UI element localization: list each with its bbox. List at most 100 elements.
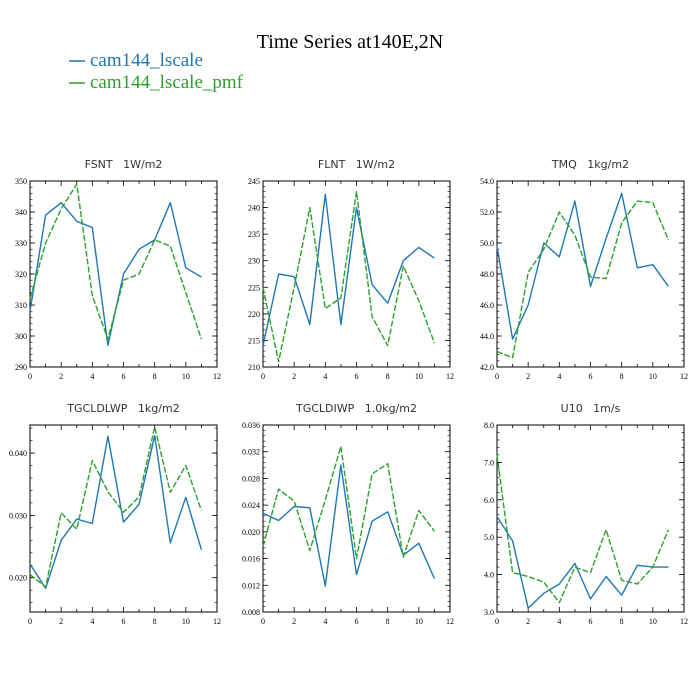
y-tick-label: 0.030 — [9, 511, 27, 520]
plot-frame — [262, 424, 451, 613]
x-tick-label: 8 — [386, 372, 390, 381]
y-tick-label: 220 — [248, 310, 260, 319]
y-tick-label: 50.0 — [480, 239, 494, 248]
x-tick-label: 0 — [261, 617, 265, 626]
x-tick-label: 12 — [446, 372, 454, 381]
x-tick-label: 0 — [495, 372, 499, 381]
y-tick-label: 0.032 — [242, 448, 260, 457]
y-tick-label: 290 — [15, 363, 27, 372]
panel: U10 1m/s 0 2 4 6 8 10 12 3.0 4.0 5.0 6.0 7.0 8.0 — [484, 402, 688, 626]
panel: TGCLDLWP 1kg/m2 0 2 4 6 8 10 12 0.020 0.030 0.040 — [9, 402, 221, 626]
series-line — [262, 193, 435, 346]
series-line — [262, 445, 435, 560]
x-tick-label: 12 — [680, 617, 688, 626]
x-tick-label: 10 — [649, 617, 657, 626]
y-tick-label: 0.024 — [242, 501, 260, 510]
x-tick-label: 0 — [495, 617, 499, 626]
x-tick-label: 8 — [386, 617, 390, 626]
panel-title: FLNT 1W/m2 — [318, 158, 395, 171]
y-tick-label: 225 — [248, 283, 260, 292]
y-tick-label: 0.016 — [242, 555, 260, 564]
y-tick-label: 7.0 — [484, 458, 494, 467]
x-tick-label: 8 — [620, 617, 624, 626]
plot-frame — [496, 424, 685, 613]
x-tick-label: 0 — [28, 617, 32, 626]
panel-title: TMQ 1kg/m2 — [551, 158, 629, 171]
figure-title: Time Series at140E,2N — [257, 31, 443, 53]
panel-title: FSNT 1W/m2 — [85, 158, 163, 171]
panel: FLNT 1W/m2 0 2 4 6 8 10 12 210 215 220 225 230 235 240… — [248, 158, 454, 381]
series-line — [262, 190, 436, 363]
x-tick-label: 6 — [355, 372, 359, 381]
x-tick-label: 10 — [182, 617, 190, 626]
y-tick-label: 0.008 — [242, 608, 260, 617]
y-tick-label: 320 — [15, 270, 27, 279]
y-tick-label: 0.020 — [242, 528, 260, 537]
panel-title: U10 1m/s — [561, 402, 621, 415]
x-tick-label: 4 — [323, 372, 327, 381]
x-tick-label: 8 — [620, 372, 624, 381]
x-tick-label: 4 — [557, 372, 561, 381]
y-tick-label: 215 — [248, 336, 260, 345]
panel-title: TGCLDIWP 1.0kg/m2 — [295, 402, 417, 415]
x-tick-label: 4 — [557, 617, 561, 626]
panel-title: TGCLDLWP 1kg/m2 — [66, 402, 179, 415]
y-tick-label: 5.0 — [484, 533, 494, 542]
series-line — [496, 516, 669, 609]
y-tick-label: 245 — [248, 177, 260, 186]
x-tick-label: 10 — [182, 372, 190, 381]
x-tick-label: 2 — [526, 617, 530, 626]
y-tick-label: 340 — [15, 208, 27, 217]
y-tick-label: 44.0 — [480, 332, 494, 341]
x-tick-label: 12 — [446, 617, 454, 626]
x-tick-label: 6 — [122, 372, 126, 381]
y-tick-label: 42.0 — [480, 363, 494, 372]
y-tick-label: 230 — [248, 257, 260, 266]
x-tick-label: 0 — [261, 372, 265, 381]
y-tick-label: 235 — [248, 230, 260, 239]
series-line — [29, 183, 203, 340]
series-line — [262, 464, 436, 587]
y-tick-label: 0.028 — [242, 474, 260, 483]
series-line — [29, 426, 203, 588]
series-line — [29, 434, 203, 589]
x-tick-label: 0 — [28, 372, 32, 381]
x-tick-label: 12 — [213, 372, 221, 381]
y-tick-label: 6.0 — [484, 496, 494, 505]
x-tick-label: 4 — [90, 372, 94, 381]
x-tick-label: 12 — [213, 617, 221, 626]
x-tick-label: 2 — [292, 617, 296, 626]
y-tick-label: 48.0 — [480, 270, 494, 279]
x-tick-label: 10 — [415, 372, 423, 381]
x-tick-label: 10 — [415, 617, 423, 626]
y-tick-label: 210 — [248, 363, 260, 372]
y-tick-label: 0.012 — [242, 581, 260, 590]
x-tick-label: 6 — [589, 617, 593, 626]
x-tick-label: 8 — [153, 372, 157, 381]
legend-label: cam144_lscale_pmf — [90, 72, 244, 93]
x-tick-label: 10 — [649, 372, 657, 381]
x-tick-label: 4 — [323, 617, 327, 626]
y-tick-label: 300 — [15, 332, 27, 341]
plot-frame — [496, 180, 685, 368]
y-tick-label: 0.036 — [242, 421, 260, 430]
panel: TMQ 1kg/m2 0 2 4 6 8 10 12 42.0 44.0 46.0 48.0 50.0 5… — [480, 158, 688, 381]
y-tick-label: 350 — [15, 177, 27, 186]
legend-label: cam144_lscale — [90, 50, 203, 71]
y-tick-label: 3.0 — [484, 608, 494, 617]
panel: FSNT 1W/m2 0 2 4 6 8 10 12 290 300 310 320 330 340 350 — [15, 158, 221, 381]
series-line — [496, 454, 670, 604]
x-tick-label: 2 — [526, 372, 530, 381]
y-tick-label: 54.0 — [480, 177, 494, 186]
y-tick-label: 240 — [248, 204, 260, 213]
series-line — [496, 200, 670, 359]
x-tick-label: 12 — [680, 372, 688, 381]
y-tick-label: 0.020 — [9, 574, 27, 583]
x-tick-label: 6 — [122, 617, 126, 626]
y-tick-label: 4.0 — [484, 571, 494, 580]
panel: TGCLDIWP 1.0kg/m2 0 2 4 6 8 10 12 0.008 0.012 0.01… — [242, 402, 454, 626]
y-tick-label: 46.0 — [480, 301, 494, 310]
y-tick-label: 52.0 — [480, 208, 494, 217]
